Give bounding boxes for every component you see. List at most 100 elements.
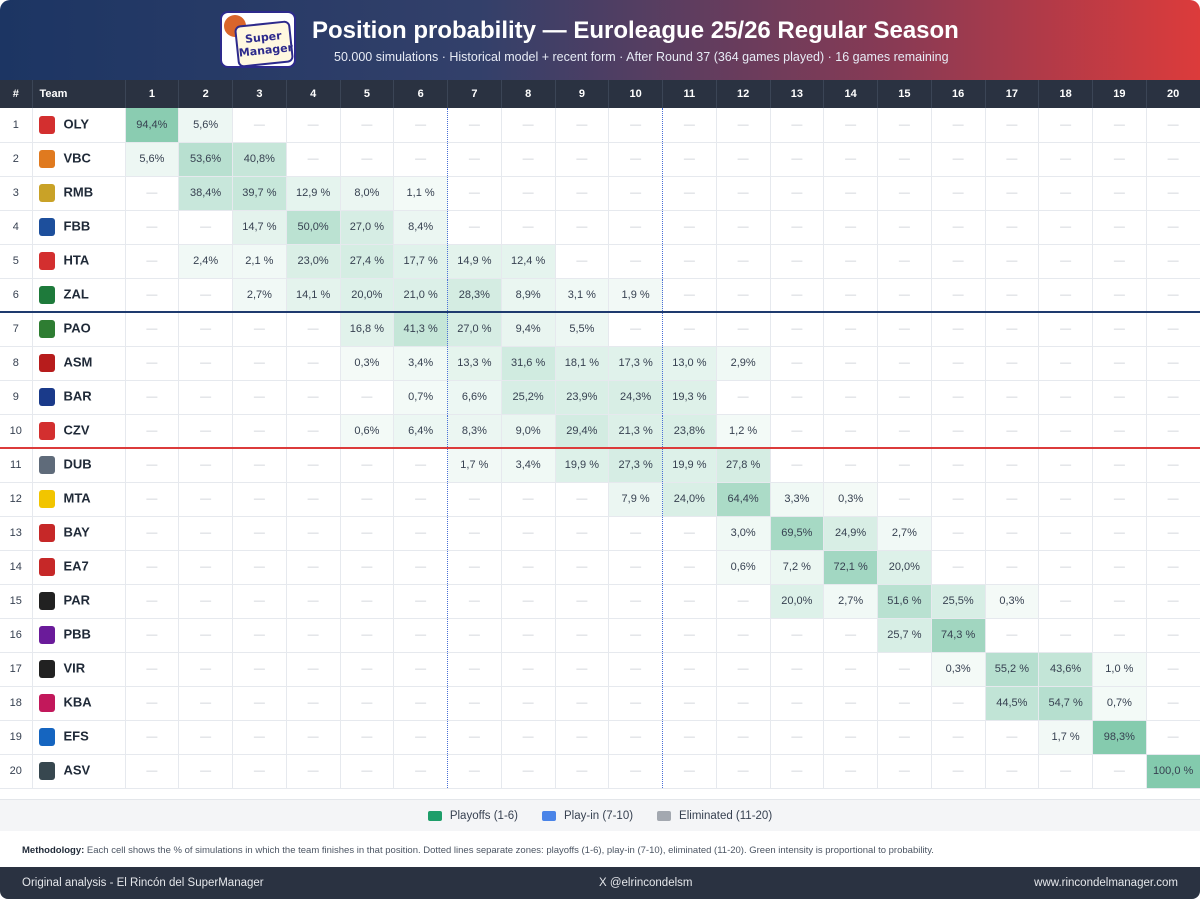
column-header-position: 5 [340, 80, 395, 108]
empty-cell: — [662, 244, 717, 279]
empty-cell: — [286, 720, 341, 755]
rank-cell: 9 [0, 380, 33, 415]
legend-swatch-icon [657, 810, 672, 821]
team-cell: EA7 [32, 550, 126, 585]
probability-cell: 19,9 % [555, 448, 610, 483]
footer-credit: Original analysis - El Rincón del SuperM… [22, 877, 264, 889]
team-code: BAY [63, 524, 90, 540]
empty-cell: — [393, 720, 448, 755]
empty-cell: — [770, 754, 825, 789]
empty-cell: — [985, 516, 1040, 551]
empty-cell: — [232, 550, 287, 585]
empty-cell: — [662, 108, 717, 143]
rank-cell: 20 [0, 754, 33, 789]
empty-cell: — [125, 448, 180, 483]
empty-cell: — [340, 142, 395, 177]
column-header-position: 13 [770, 80, 825, 108]
empty-cell: — [178, 618, 233, 653]
empty-cell: — [1092, 278, 1147, 313]
probability-cell: 17,3 % [608, 346, 663, 381]
probability-cell: 25,5% [931, 584, 986, 619]
empty-cell: — [178, 686, 233, 721]
empty-cell: — [447, 754, 502, 789]
footer-website-link[interactable]: www.rincondelmanager.com [1034, 877, 1178, 889]
probability-cell: 3,1 % [555, 278, 610, 313]
team-cell: ZAL [32, 278, 126, 313]
empty-cell: — [608, 142, 663, 177]
empty-cell: — [877, 244, 932, 279]
team-crest-icon [38, 762, 55, 780]
empty-cell: — [770, 720, 825, 755]
probability-cell: 12,9 % [286, 176, 341, 211]
legend-label: Play-in (7-10) [564, 809, 634, 822]
probability-cell: 29,4% [555, 414, 610, 449]
rank-cell: 16 [0, 618, 33, 653]
probability-cell: 50,0% [286, 210, 341, 245]
empty-cell: — [877, 720, 932, 755]
rank-cell: 2 [0, 142, 33, 177]
empty-cell: — [232, 380, 287, 415]
empty-cell: — [1038, 618, 1093, 653]
empty-cell: — [1146, 652, 1200, 687]
empty-cell: — [1092, 584, 1147, 619]
empty-cell: — [125, 414, 180, 449]
probability-cell: 6,4% [393, 414, 448, 449]
footer-social-handle[interactable]: X @elrincondelsm [599, 877, 693, 889]
empty-cell: — [178, 414, 233, 449]
probability-cell: 0,7% [393, 380, 448, 415]
empty-cell: — [125, 720, 180, 755]
empty-cell: — [501, 142, 556, 177]
table-header-row: # Team 1 2 3 4 5 6 7 8 9 10 11 12 13 14 15 16 17 18 19 20 [0, 80, 1200, 108]
rank-cell: 13 [0, 516, 33, 551]
probability-cell: 0,3% [823, 482, 878, 517]
empty-cell: — [1092, 550, 1147, 585]
probability-cell: 28,3% [447, 278, 502, 313]
empty-cell: — [1038, 754, 1093, 789]
probability-cell: 16,8 % [340, 312, 395, 347]
column-header-rank: # [0, 80, 33, 108]
team-crest-icon [38, 150, 55, 168]
empty-cell: — [1146, 108, 1200, 143]
team-cell: BAR [32, 380, 126, 415]
probability-cell: 1,1 % [393, 176, 448, 211]
empty-cell: — [447, 652, 502, 687]
empty-cell: — [608, 108, 663, 143]
team-cell: PAR [32, 584, 126, 619]
probability-cell: 9,0% [501, 414, 556, 449]
empty-cell: — [1038, 550, 1093, 585]
empty-cell: — [823, 754, 878, 789]
empty-cell: — [877, 176, 932, 211]
empty-cell: — [1038, 380, 1093, 415]
probability-cell: 51,6 % [877, 584, 932, 619]
empty-cell: — [555, 108, 610, 143]
empty-cell: — [662, 754, 717, 789]
empty-cell: — [393, 448, 448, 483]
empty-cell: — [555, 142, 610, 177]
empty-cell: — [823, 720, 878, 755]
probability-cell: 1,7 % [1038, 720, 1093, 755]
team-code: OLY [63, 116, 90, 132]
empty-cell: — [340, 482, 395, 517]
footer: Original analysis - El Rincón del SuperM… [0, 867, 1200, 899]
probability-cell: 40,8% [232, 142, 287, 177]
column-header-position: 12 [716, 80, 771, 108]
empty-cell: — [662, 652, 717, 687]
rank-cell: 14 [0, 550, 33, 585]
probability-cell: 13,0 % [662, 346, 717, 381]
empty-cell: — [662, 176, 717, 211]
empty-cell: — [662, 142, 717, 177]
empty-cell: — [1146, 278, 1200, 313]
empty-cell: — [1092, 108, 1147, 143]
empty-cell: — [1146, 414, 1200, 449]
team-crest-icon [38, 115, 55, 134]
empty-cell: — [823, 448, 878, 483]
empty-cell: — [555, 550, 610, 585]
probability-cell: 41,3 % [393, 312, 448, 347]
empty-cell: — [393, 516, 448, 551]
empty-cell: — [555, 686, 610, 721]
empty-cell: — [178, 346, 233, 381]
team-crest-icon [38, 456, 55, 475]
team-cell: PBB [32, 618, 126, 653]
team-code: RMB [63, 184, 94, 200]
probability-cell: 64,4% [716, 482, 771, 517]
